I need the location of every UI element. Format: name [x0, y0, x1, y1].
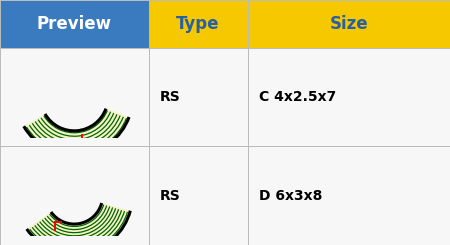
- Bar: [248, 147, 450, 245]
- Bar: [0, 0, 148, 48]
- Text: Size: Size: [329, 15, 368, 33]
- Wedge shape: [27, 203, 130, 245]
- Bar: [248, 48, 450, 147]
- Text: Type: Type: [176, 15, 220, 33]
- Text: D 6x3x8: D 6x3x8: [259, 189, 322, 203]
- Bar: [148, 0, 248, 48]
- Wedge shape: [24, 109, 129, 155]
- Text: RS: RS: [160, 189, 180, 203]
- Bar: [148, 147, 248, 245]
- Bar: [0, 147, 148, 245]
- Text: C 4x2.5x7: C 4x2.5x7: [259, 90, 336, 104]
- Bar: [248, 0, 450, 48]
- Text: Preview: Preview: [37, 15, 112, 33]
- Bar: [0, 48, 148, 147]
- Bar: [148, 48, 248, 147]
- Text: RS: RS: [160, 90, 180, 104]
